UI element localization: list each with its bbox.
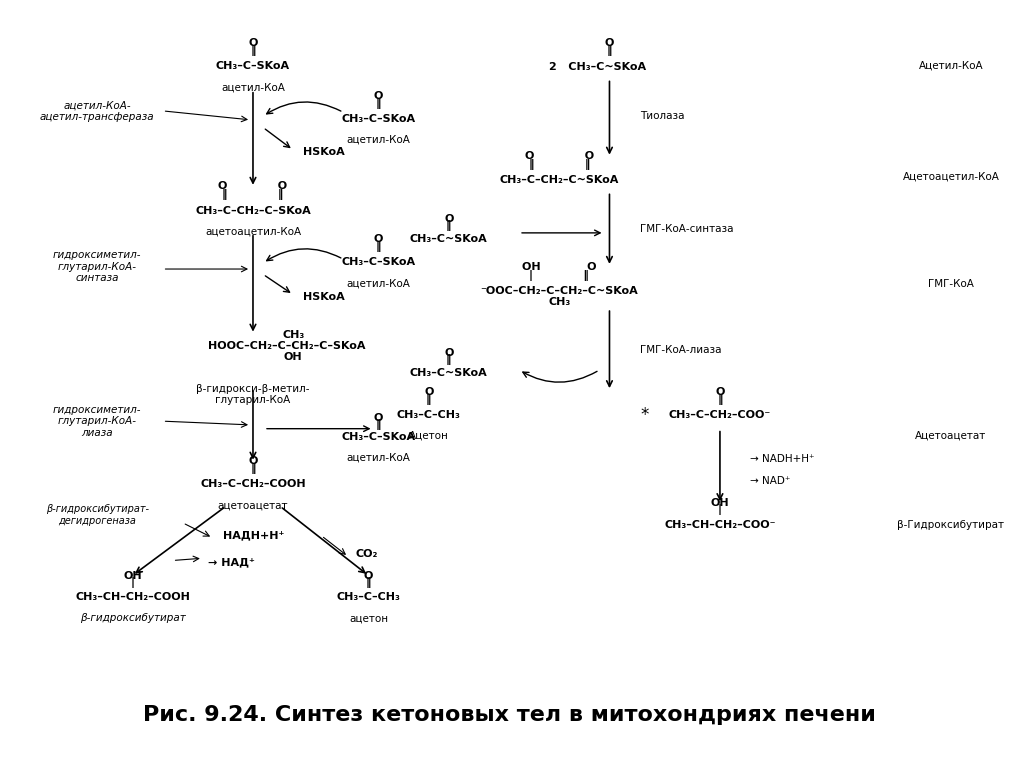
- Text: Ацетоацетат: Ацетоацетат: [915, 430, 986, 440]
- Text: |             ‖: | ‖: [529, 270, 589, 281]
- Text: OH: OH: [711, 498, 729, 508]
- Text: ‖: ‖: [446, 220, 452, 232]
- Text: ‖: ‖: [446, 354, 452, 365]
- Text: 2   CH₃–C~SKoA: 2 CH₃–C~SKoA: [549, 62, 646, 72]
- Text: ацетил-КоА: ацетил-КоА: [346, 135, 411, 145]
- Text: CH₃–C–CH₂–C~SKoA: CH₃–C–CH₂–C~SKoA: [500, 176, 618, 186]
- Text: *: *: [640, 407, 649, 424]
- Text: ‖             ‖: ‖ ‖: [222, 189, 284, 200]
- Text: O: O: [715, 387, 725, 397]
- Text: O: O: [424, 387, 433, 397]
- Text: CH₃–C–SKoA: CH₃–C–SKoA: [341, 257, 416, 267]
- Text: O: O: [444, 348, 454, 358]
- Text: ‖: ‖: [250, 45, 256, 56]
- Text: HSKoA: HSKoA: [303, 146, 345, 156]
- Text: CH₃–CH–CH₂–COOH: CH₃–CH–CH₂–COOH: [75, 592, 189, 602]
- Text: ‖: ‖: [376, 420, 381, 430]
- Text: ‖: ‖: [426, 393, 431, 404]
- Text: O: O: [605, 38, 614, 48]
- Text: CH₃: CH₃: [548, 297, 570, 307]
- Text: ацетил-КоА: ацетил-КоА: [346, 453, 411, 463]
- Text: HSKoA: HSKoA: [303, 292, 345, 302]
- Text: ацетон: ацетон: [349, 613, 388, 624]
- Text: ‖             ‖: ‖ ‖: [528, 160, 590, 170]
- Text: → NADH+H⁺: → NADH+H⁺: [750, 454, 814, 464]
- Text: CH₃–C–SKoA: CH₃–C–SKoA: [341, 114, 416, 123]
- Text: OH            O: OH O: [522, 262, 597, 272]
- Text: |: |: [130, 578, 134, 588]
- Text: → НАД⁺: → НАД⁺: [208, 558, 255, 568]
- Text: O             O: O O: [524, 151, 594, 161]
- Text: ацетоацетат: ацетоацетат: [218, 500, 288, 510]
- Text: OH: OH: [284, 352, 302, 363]
- Text: ГМГ-КоА: ГМГ-КоА: [928, 279, 974, 289]
- Text: ацетил-КоА: ацетил-КоА: [221, 82, 285, 92]
- Text: β-гидроксибутират: β-гидроксибутират: [80, 613, 185, 624]
- Text: OH: OH: [123, 571, 141, 581]
- Text: гидроксиметил-
глутарил-КоА-
синтаза: гидроксиметил- глутарил-КоА- синтаза: [53, 250, 141, 283]
- Text: Тиолаза: Тиолаза: [640, 111, 684, 121]
- Text: гидроксиметил-
глутарил-КоА-
лиаза: гидроксиметил- глутарил-КоА- лиаза: [53, 404, 141, 438]
- Text: CH₃–C~SKoA: CH₃–C~SKoA: [410, 368, 487, 378]
- Text: ацетил-КоА-
ацетил-трансфераза: ацетил-КоА- ацетил-трансфераза: [40, 100, 155, 122]
- Text: Ацетоацетил-КоА: Ацетоацетил-КоА: [902, 172, 999, 182]
- Text: CO₂: CO₂: [355, 549, 378, 559]
- Text: ‖: ‖: [250, 463, 256, 474]
- Text: ‖: ‖: [376, 241, 381, 252]
- Text: CH₃–C–CH₂–COO⁻: CH₃–C–CH₂–COO⁻: [669, 410, 771, 420]
- Text: ‖: ‖: [366, 578, 372, 588]
- Text: O: O: [374, 413, 383, 423]
- Text: ‖: ‖: [717, 393, 723, 404]
- Text: CH₃–C–CH₃: CH₃–C–CH₃: [396, 410, 461, 420]
- Text: CH₃–CH–CH₂–COO⁻: CH₃–CH–CH₂–COO⁻: [665, 520, 776, 530]
- Text: CH₃–C–SKoA: CH₃–C–SKoA: [341, 433, 416, 443]
- Text: CH₃–C–CH₂–COOH: CH₃–C–CH₂–COOH: [200, 479, 306, 489]
- Text: ⁻OOC–CH₂–C–CH₂–C~SKoA: ⁻OOC–CH₂–C–CH₂–C~SKoA: [480, 286, 638, 296]
- Text: O: O: [374, 91, 383, 101]
- Text: O: O: [248, 38, 258, 48]
- Text: CH₃–C–SKoA: CH₃–C–SKoA: [216, 61, 290, 71]
- Text: ‖: ‖: [376, 97, 381, 109]
- Text: Ацетил-КоА: Ацетил-КоА: [919, 61, 983, 71]
- Text: O: O: [248, 456, 258, 466]
- Text: HOOC–CH₂–C–CH₂–C–SKoA: HOOC–CH₂–C–CH₂–C–SKoA: [208, 341, 366, 351]
- Text: ацетоацетил-КоА: ацетоацетил-КоА: [205, 227, 301, 237]
- Text: Рис. 9.24. Синтез кетоновых тел в митохондриях печени: Рис. 9.24. Синтез кетоновых тел в митохо…: [142, 705, 876, 725]
- Text: |: |: [718, 504, 722, 515]
- Text: β-гидрокси-β-метил-
глутарил-КоА: β-гидрокси-β-метил- глутарил-КоА: [197, 384, 309, 405]
- Text: ‖: ‖: [607, 45, 612, 56]
- Text: CH₃–C~SKoA: CH₃–C~SKoA: [410, 234, 487, 244]
- Text: CH₃–C–CH₃: CH₃–C–CH₃: [337, 592, 400, 602]
- Text: → NAD⁺: → NAD⁺: [750, 476, 791, 486]
- Text: CH₃: CH₃: [282, 330, 304, 340]
- Text: β-Гидроксибутират: β-Гидроксибутират: [897, 520, 1005, 530]
- Text: НАДН+Н⁺: НАДН+Н⁺: [223, 531, 285, 541]
- Text: O: O: [444, 214, 454, 224]
- Text: ацетил-КоА: ацетил-КоА: [346, 278, 411, 288]
- Text: Ацетон: Ацетон: [409, 431, 449, 441]
- Text: ГМГ-КоА-лиаза: ГМГ-КоА-лиаза: [640, 344, 721, 354]
- Text: CH₃–C–CH₂–C–SKoA: CH₃–C–CH₂–C–SKoA: [196, 206, 311, 216]
- Text: O             O: O O: [218, 182, 288, 192]
- Text: ГМГ-КоА-синтаза: ГМГ-КоА-синтаза: [640, 224, 733, 234]
- Text: O: O: [374, 234, 383, 244]
- Text: O: O: [364, 571, 373, 581]
- Text: β-гидроксибутират-
дегидрогеназа: β-гидроксибутират- дегидрогеназа: [46, 505, 148, 526]
